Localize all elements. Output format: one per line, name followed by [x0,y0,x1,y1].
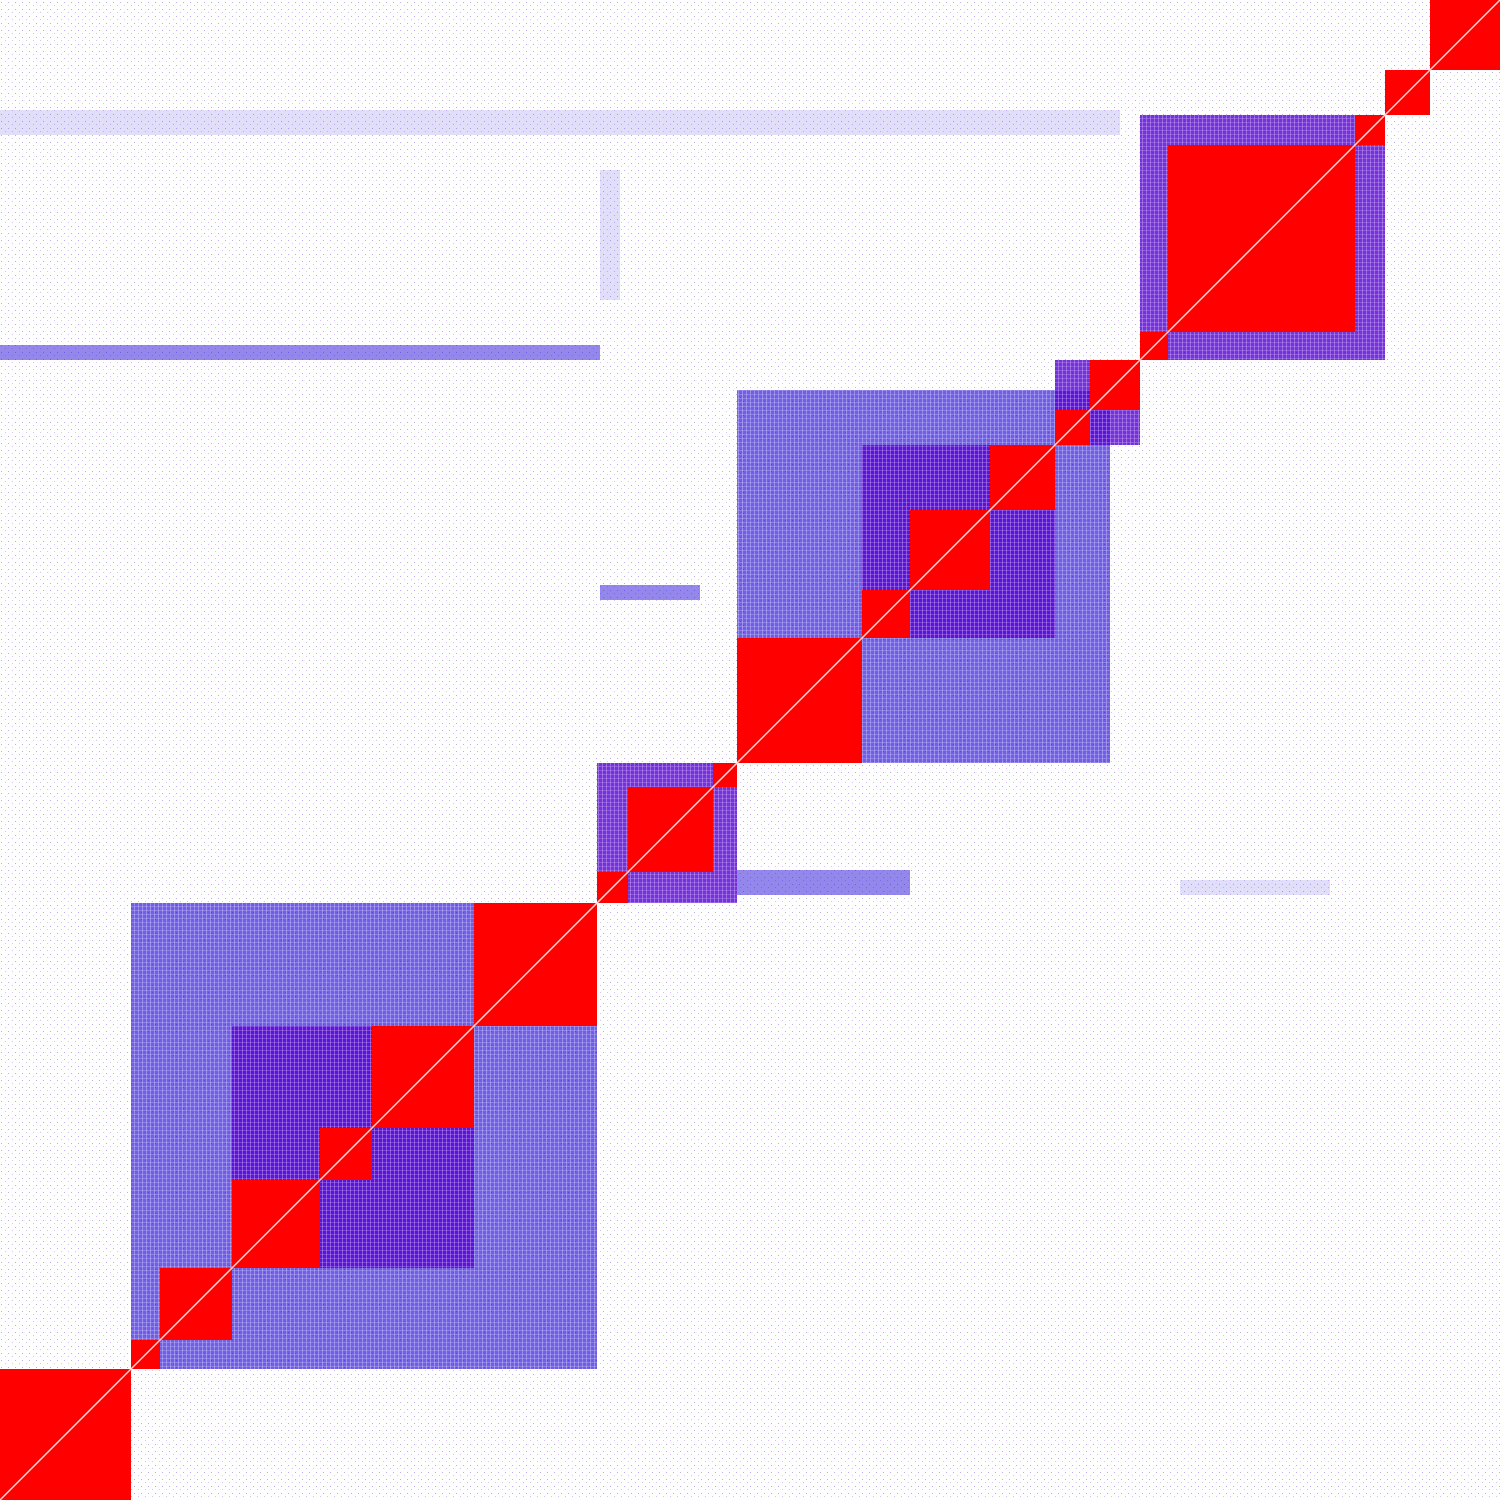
off-diagonal-band-0 [0,345,600,360]
off-diagonal-band-4 [0,110,1120,135]
off-diagonal-band-5 [600,170,620,300]
off-diagonal-band-1 [600,585,700,600]
off-diagonal-band-3 [1180,880,1330,895]
off-diagonal-bands [0,110,1330,895]
off-diagonal-band-2 [737,870,910,895]
